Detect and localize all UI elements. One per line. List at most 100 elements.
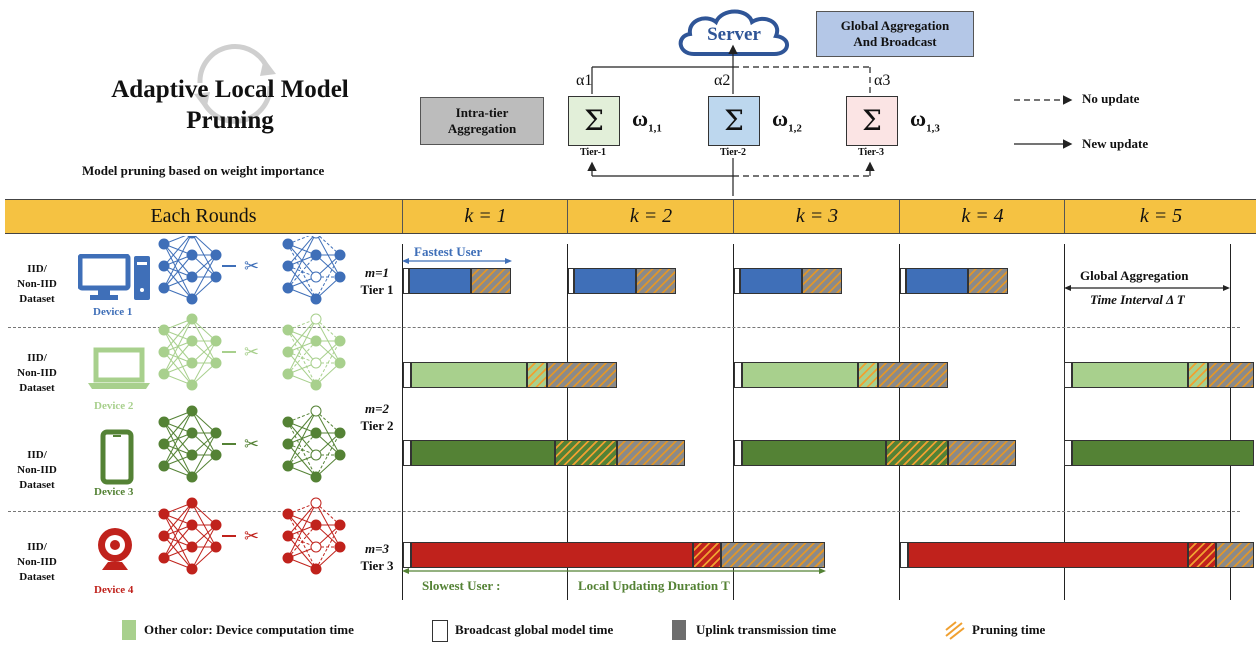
uplink-segment bbox=[617, 440, 685, 466]
dataset-l3: Dataset bbox=[19, 571, 55, 583]
network-edge bbox=[163, 410, 193, 445]
tier-2-side-label: m=2 Tier 2 bbox=[352, 400, 402, 434]
network-node bbox=[282, 238, 294, 250]
compute-segment bbox=[411, 542, 693, 568]
network-node bbox=[158, 346, 170, 358]
network-node bbox=[311, 236, 321, 239]
network-node bbox=[282, 346, 294, 358]
uplink-segment bbox=[547, 362, 617, 388]
network-node bbox=[282, 324, 294, 336]
network-node bbox=[186, 519, 198, 531]
broadcast-segment bbox=[900, 268, 906, 294]
timeline-end bbox=[1230, 244, 1231, 600]
network-node bbox=[186, 249, 198, 261]
network-node bbox=[310, 449, 322, 461]
dataset-l2: Non-IID bbox=[17, 556, 57, 568]
network-edge bbox=[287, 410, 317, 445]
scissors-icon: ✂ bbox=[244, 526, 259, 547]
network-edge bbox=[315, 340, 341, 386]
tier-1-sum-box: Σ bbox=[568, 96, 620, 146]
network-edge bbox=[163, 318, 193, 375]
pruning-segment bbox=[858, 362, 878, 388]
uplink-segment bbox=[471, 268, 511, 294]
network-node bbox=[158, 238, 170, 250]
compute-segment bbox=[409, 268, 471, 294]
compute-segment bbox=[742, 362, 858, 388]
network-edge bbox=[287, 340, 317, 375]
network-node bbox=[334, 357, 346, 369]
tier-2-tier: Tier 2 bbox=[360, 418, 394, 433]
network-node bbox=[187, 236, 197, 239]
network-node bbox=[186, 271, 198, 283]
dataset-l3: Dataset bbox=[19, 479, 55, 491]
network-node bbox=[210, 249, 222, 261]
network-node bbox=[158, 460, 170, 472]
header-k3: k = 3 bbox=[733, 200, 900, 233]
intra-box-line2: Aggregation bbox=[447, 121, 517, 136]
timeline-k1 bbox=[402, 244, 403, 600]
omega-1-sub: 1,1 bbox=[648, 122, 662, 135]
network-node bbox=[158, 282, 170, 294]
broadcast-segment bbox=[1064, 362, 1072, 388]
network-node bbox=[282, 508, 294, 520]
duration-label: Local Updating Duration T bbox=[578, 578, 730, 593]
network-node bbox=[334, 271, 346, 283]
network-node bbox=[210, 519, 222, 531]
network-edge bbox=[163, 502, 193, 537]
compute-segment bbox=[1072, 362, 1188, 388]
omega-3-sub: 1,3 bbox=[926, 122, 940, 135]
server-label: Server bbox=[707, 24, 761, 45]
device-3-name: Device 3 bbox=[94, 486, 134, 498]
network-node bbox=[310, 405, 322, 417]
compute-segment bbox=[1072, 440, 1254, 466]
uplink-segment bbox=[948, 440, 1016, 466]
network-node bbox=[334, 449, 346, 461]
header-k2: k = 2 bbox=[567, 200, 734, 233]
network-node bbox=[310, 357, 322, 369]
network-node bbox=[334, 335, 346, 347]
network-node bbox=[158, 530, 170, 542]
alpha-2: α2 bbox=[714, 72, 731, 89]
broadcast-swatch bbox=[432, 620, 448, 642]
network-node bbox=[186, 449, 198, 461]
network-node bbox=[210, 335, 222, 347]
new-update-legend: New update bbox=[1082, 136, 1149, 151]
network-node bbox=[334, 541, 346, 553]
omega-2-symbol: ω bbox=[772, 106, 789, 131]
compute-segment bbox=[908, 542, 1188, 568]
network-node bbox=[158, 552, 170, 564]
uplink-segment bbox=[636, 268, 676, 294]
broadcast-segment bbox=[734, 268, 740, 294]
tier-3-tier: Tier 3 bbox=[360, 558, 394, 573]
tier-3-side-label: m=3 Tier 3 bbox=[352, 540, 402, 574]
network-node bbox=[210, 449, 222, 461]
network-node bbox=[158, 416, 170, 428]
omega-3: ω1,3 bbox=[910, 106, 940, 134]
dataset-label-4: IID/Non-IID Dataset bbox=[2, 540, 72, 585]
broadcast-segment bbox=[403, 542, 411, 568]
network-edge bbox=[287, 318, 317, 375]
network-edge bbox=[287, 410, 317, 467]
timeline-k2 bbox=[567, 244, 568, 600]
network-edge bbox=[287, 236, 315, 267]
network-edge bbox=[163, 432, 193, 467]
network-edge bbox=[287, 432, 317, 467]
network-edge bbox=[163, 524, 193, 559]
tier-1-m: m=1 bbox=[364, 265, 390, 280]
broadcast-segment bbox=[734, 440, 742, 466]
network-edge bbox=[163, 254, 193, 289]
network-node bbox=[210, 271, 222, 283]
network-node bbox=[310, 563, 322, 575]
pruning-swatch-icon bbox=[945, 621, 965, 640]
timeline-k3 bbox=[733, 244, 734, 600]
dataset-l1: IID/ bbox=[27, 263, 47, 275]
uplink-segment bbox=[1216, 542, 1254, 568]
dataset-label-3: IID/Non-IID Dataset bbox=[2, 448, 72, 493]
compute-segment bbox=[742, 440, 886, 466]
network-node bbox=[186, 427, 198, 439]
tier-separator-2 bbox=[8, 511, 1240, 512]
compute-segment bbox=[740, 268, 802, 294]
page-title: Adaptive Local Model Pruning bbox=[111, 76, 349, 134]
uplink-segment bbox=[802, 268, 842, 294]
network-edge bbox=[287, 502, 317, 537]
